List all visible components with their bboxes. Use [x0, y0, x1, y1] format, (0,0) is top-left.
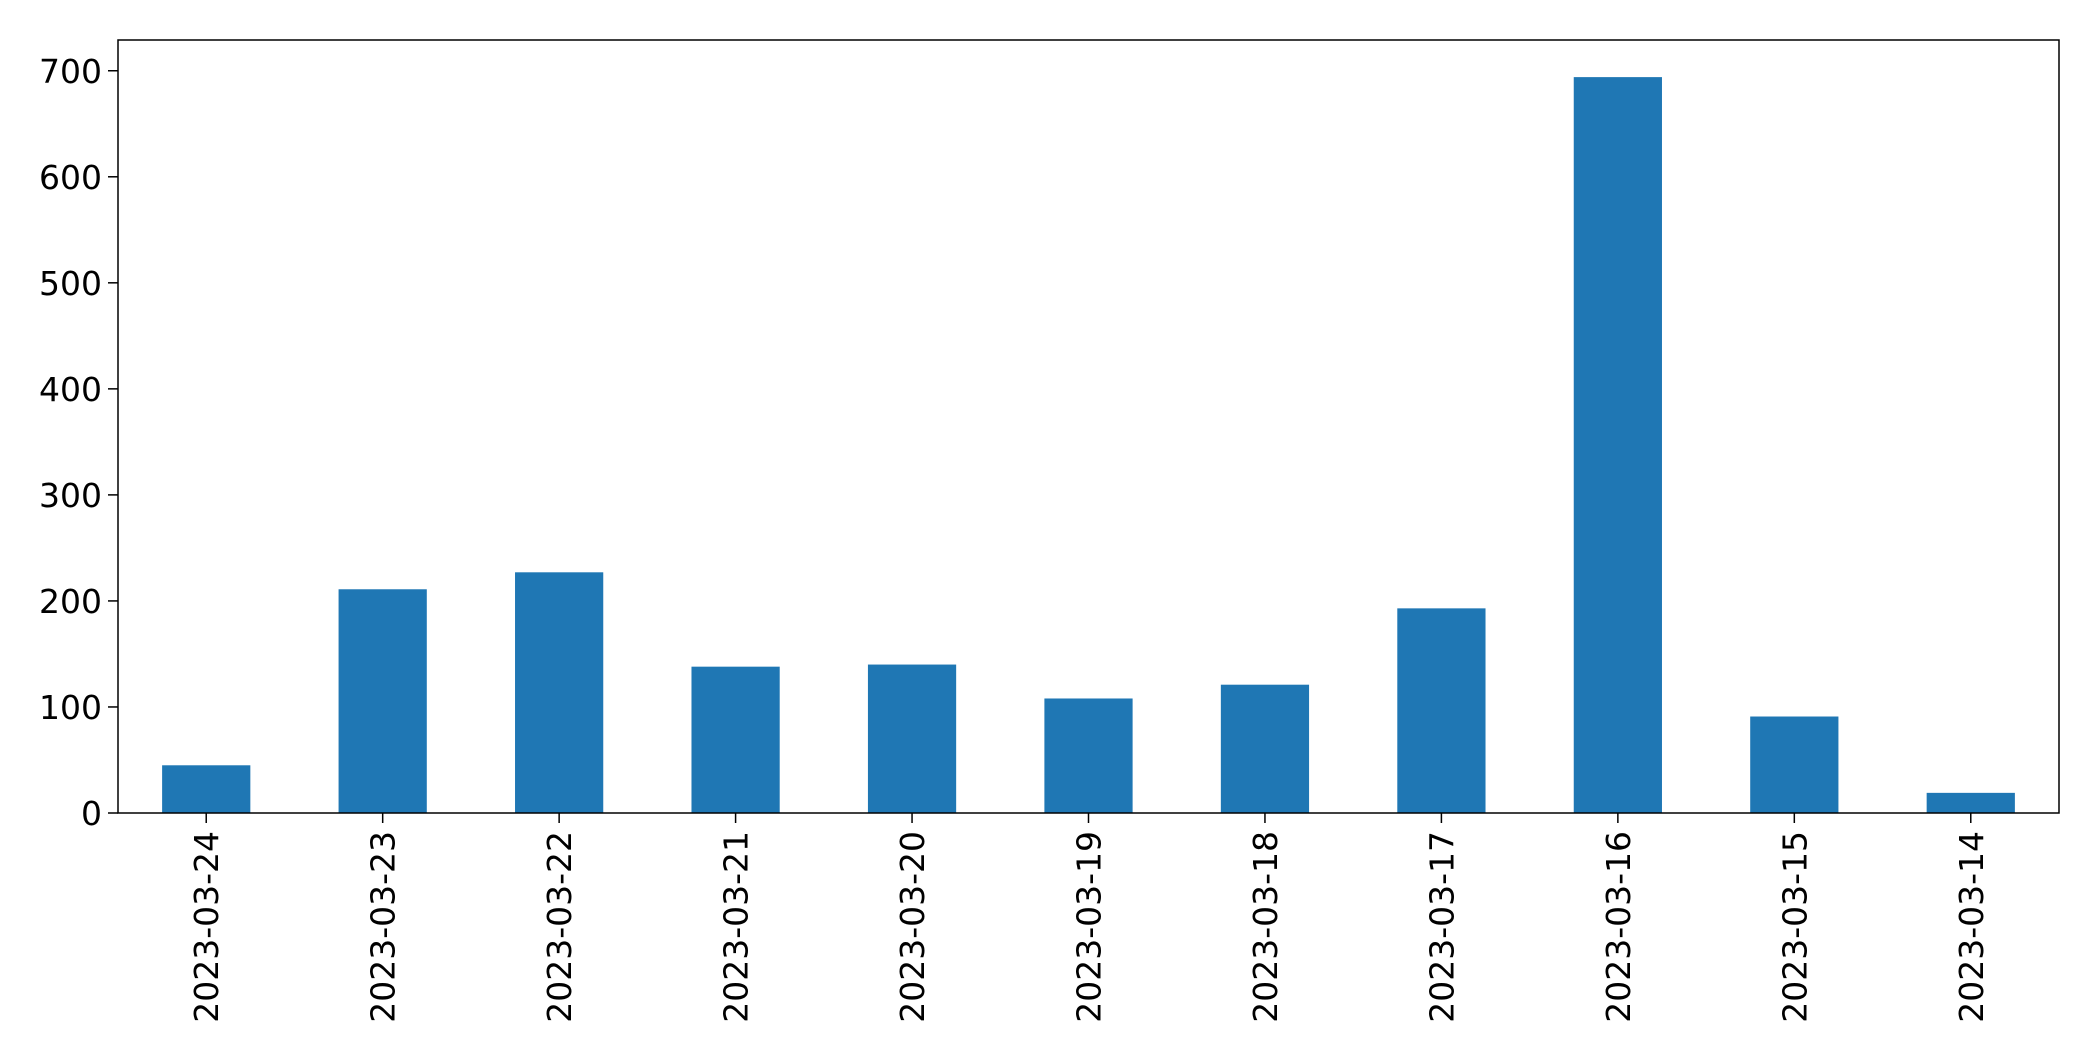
x-tick-label: 2023-03-19 [1070, 831, 1109, 1023]
bar-2023-03-16 [1573, 77, 1662, 813]
x-axis: 2023-03-24 2023-03-23 2023-03-22 2023-03-21… [187, 813, 1991, 1023]
x-tick-label: 2023-03-21 [717, 831, 756, 1023]
plot-frame [117, 39, 2060, 814]
x-tick-label: 2023-03-23 [364, 831, 403, 1023]
x-tick-label: 2023-03-24 [187, 831, 226, 1023]
y-tick-label: 100 [39, 688, 102, 727]
x-tick-label: 2023-03-17 [1422, 831, 1461, 1023]
y-tick-label: 200 [39, 582, 102, 621]
bar-2023-03-15 [1750, 716, 1839, 813]
y-tick-label: 300 [39, 476, 102, 515]
bar-2023-03-24 [162, 765, 251, 813]
y-tick-label: 0 [81, 794, 102, 833]
bar-2023-03-19 [1044, 698, 1133, 813]
bar-2023-03-21 [691, 666, 780, 813]
x-tick-label: 2023-03-18 [1246, 831, 1285, 1023]
bar-2023-03-22 [515, 572, 604, 813]
bars-group [162, 77, 2015, 813]
y-tick-label: 700 [39, 52, 102, 91]
bar-2023-03-23 [338, 589, 427, 813]
x-tick-label: 2023-03-16 [1599, 831, 1638, 1023]
y-tick-label: 600 [39, 158, 102, 197]
y-axis: 0 100 200 300 400 500 600 700 [39, 52, 118, 833]
x-tick-label: 2023-03-22 [540, 831, 579, 1023]
bar-2023-03-17 [1397, 608, 1486, 813]
x-tick-label: 2023-03-14 [1952, 831, 1991, 1023]
bar-2023-03-20 [867, 664, 957, 813]
bar-2023-03-14 [1926, 792, 2015, 813]
y-tick-label: 400 [39, 370, 102, 409]
x-tick-label: 2023-03-20 [893, 831, 932, 1023]
y-tick-label: 500 [39, 264, 102, 303]
x-tick-label: 2023-03-15 [1775, 831, 1814, 1023]
bar-2023-03-18 [1220, 684, 1310, 813]
